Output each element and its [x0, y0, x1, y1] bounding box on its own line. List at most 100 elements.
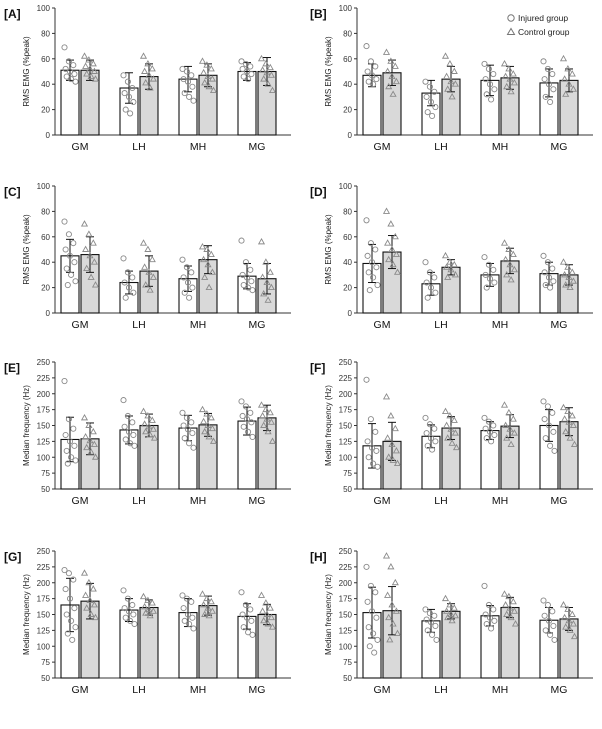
data-point-injured: [363, 43, 370, 50]
data-point-control: [268, 437, 277, 444]
data-point-injured: [120, 255, 127, 262]
data-point-injured: [549, 265, 556, 272]
y-tick-label: 150: [339, 611, 353, 620]
data-point-injured: [124, 269, 131, 276]
y-tick-label: 0: [46, 309, 51, 318]
data-point-control: [392, 607, 400, 614]
legend-injured-marker: [507, 14, 515, 22]
data-point-control: [198, 243, 207, 250]
data-point-control: [503, 270, 511, 278]
data-point-control: [384, 434, 392, 441]
data-point-injured: [491, 279, 498, 286]
data-point-injured: [72, 78, 79, 85]
data-point-control: [91, 75, 100, 82]
category-label: LH: [434, 684, 447, 696]
data-point-injured: [189, 430, 196, 437]
data-point-control: [568, 268, 576, 275]
category-label: LH: [132, 495, 145, 507]
data-point-injured: [549, 409, 556, 416]
category-label: LH: [132, 319, 145, 331]
data-point-injured: [190, 444, 197, 451]
data-point-control: [259, 607, 267, 614]
data-point-control: [267, 418, 275, 425]
data-point-control: [142, 79, 150, 86]
data-point-control: [145, 71, 153, 78]
y-tick-label: 60: [41, 55, 50, 64]
data-point-control: [447, 77, 455, 85]
data-point-injured: [72, 624, 79, 631]
data-point-injured: [432, 104, 439, 111]
data-point-control: [144, 59, 152, 67]
data-point-injured: [125, 608, 133, 615]
data-point-control: [86, 251, 94, 259]
category-label: GM: [72, 684, 89, 696]
data-point-injured: [120, 397, 127, 404]
data-point-injured: [544, 403, 551, 410]
data-point-control: [559, 54, 568, 62]
data-point-injured: [547, 631, 554, 638]
data-point-control: [205, 82, 213, 90]
data-point-injured: [486, 614, 494, 621]
data-point-control: [90, 258, 98, 265]
data-point-control: [564, 605, 572, 612]
category-label: GM: [72, 319, 89, 331]
data-point-injured: [542, 93, 549, 100]
data-point-injured: [180, 422, 187, 429]
data-point-injured: [71, 605, 78, 612]
data-point-control: [502, 421, 510, 428]
data-point-injured: [247, 63, 254, 70]
y-tick-label: 50: [343, 674, 352, 683]
data-point-injured: [188, 598, 195, 605]
data-point-control: [208, 424, 216, 432]
y-tick-label: 50: [343, 485, 352, 494]
y-tick-label: 100: [37, 453, 51, 462]
data-point-injured: [366, 287, 373, 294]
data-point-control: [444, 85, 452, 92]
data-point-injured: [550, 622, 557, 629]
data-point-control: [509, 415, 517, 422]
data-point-injured: [364, 252, 371, 259]
data-point-injured: [245, 428, 252, 435]
data-point-control: [569, 620, 577, 627]
data-point-control: [385, 82, 393, 90]
data-point-control: [506, 75, 514, 82]
y-tick-label: 40: [41, 258, 50, 267]
data-point-control: [257, 401, 266, 408]
data-point-injured: [190, 97, 197, 104]
data-point-injured: [180, 605, 187, 612]
data-point-injured: [550, 278, 557, 285]
data-point-control: [87, 610, 95, 617]
y-axis-label: Median frequency (Hz): [22, 574, 31, 655]
data-point-control: [441, 251, 450, 259]
data-point-control: [268, 86, 277, 94]
category-label: LH: [434, 141, 447, 153]
data-point-control: [447, 610, 455, 617]
data-point-control: [562, 281, 570, 288]
data-point-injured: [184, 426, 192, 433]
data-point-control: [149, 273, 157, 280]
data-point-control: [142, 609, 150, 616]
data-point-injured: [62, 586, 69, 593]
bar-lh-control: [441, 610, 461, 679]
data-point-control: [139, 52, 148, 59]
data-point-control: [500, 590, 509, 597]
data-point-injured: [122, 294, 129, 301]
data-point-injured: [373, 447, 380, 454]
data-point-control: [82, 245, 90, 252]
data-point-injured: [71, 259, 78, 266]
data-point-injured: [72, 278, 79, 285]
data-point-control: [83, 604, 91, 611]
data-point-injured: [491, 431, 498, 439]
data-point-control: [144, 245, 152, 252]
data-point-injured: [365, 624, 372, 631]
data-point-injured: [429, 631, 436, 638]
data-point-control: [90, 67, 98, 74]
data-point-injured: [486, 81, 494, 88]
data-point-control: [392, 446, 400, 454]
data-point-control: [441, 594, 450, 602]
data-point-injured: [373, 264, 380, 271]
data-point-injured: [482, 271, 489, 278]
data-point-control: [387, 57, 395, 64]
data-point-injured: [64, 460, 71, 467]
